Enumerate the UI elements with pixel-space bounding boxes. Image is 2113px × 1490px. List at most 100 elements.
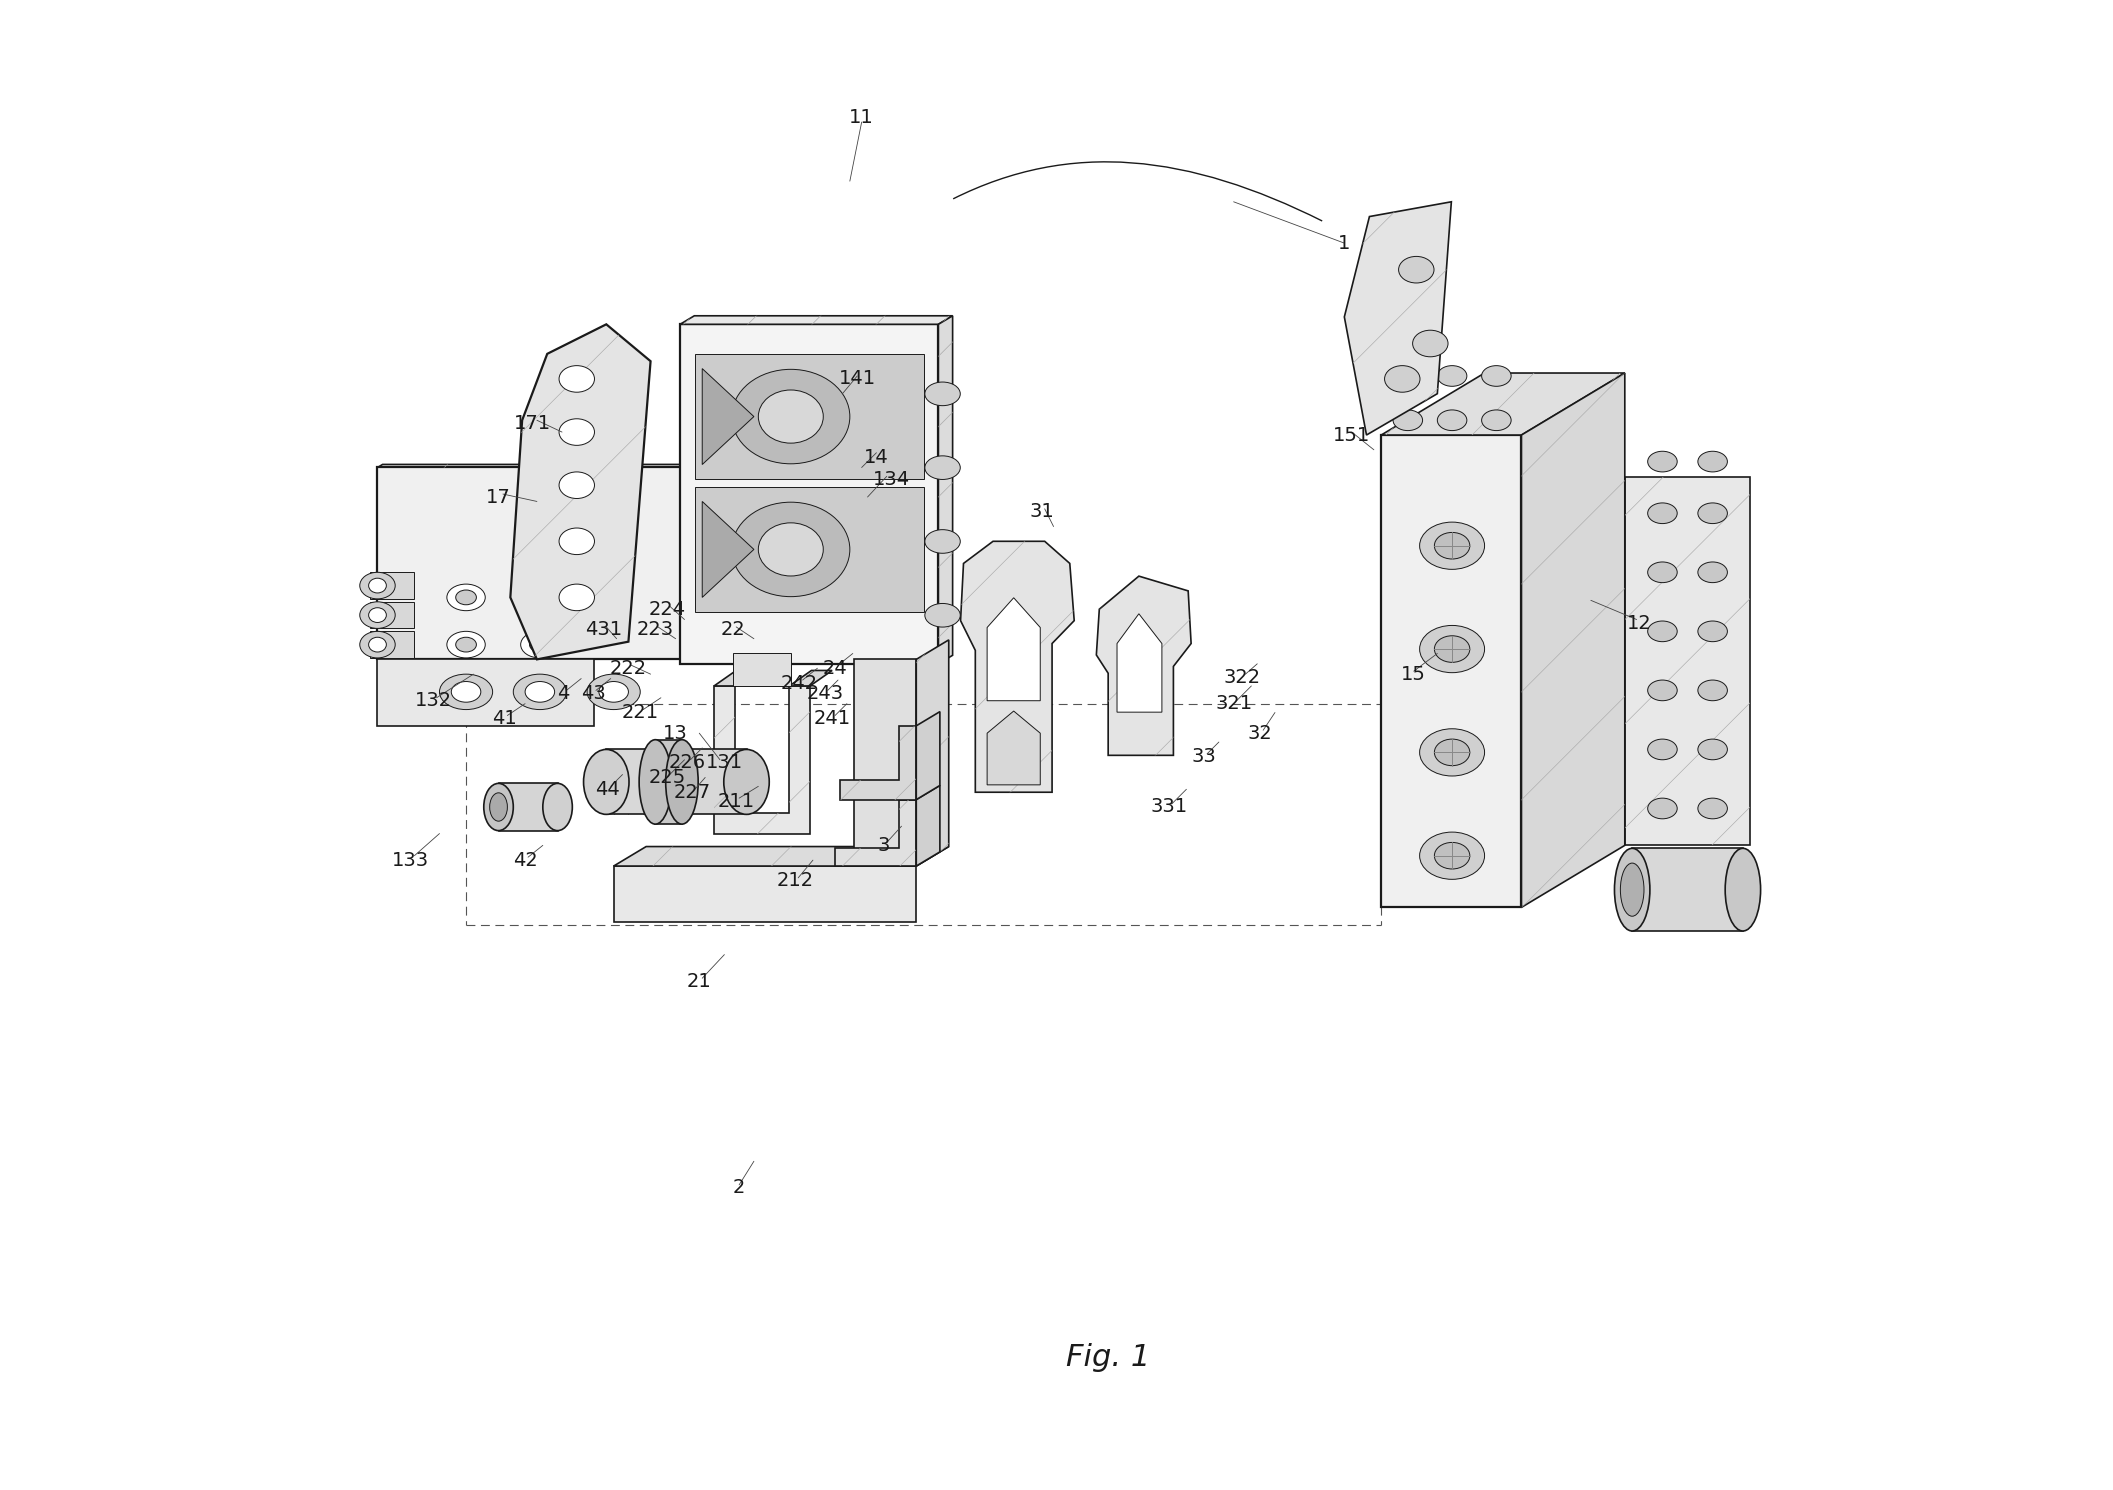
Polygon shape	[613, 846, 949, 866]
Polygon shape	[1625, 477, 1750, 845]
Ellipse shape	[1699, 739, 1728, 760]
Text: 222: 222	[611, 659, 647, 678]
Polygon shape	[1097, 577, 1192, 755]
Ellipse shape	[440, 673, 492, 709]
Ellipse shape	[925, 381, 959, 405]
Ellipse shape	[1420, 626, 1485, 672]
Ellipse shape	[456, 590, 475, 605]
Ellipse shape	[1420, 831, 1485, 879]
Ellipse shape	[925, 456, 959, 480]
Text: 321: 321	[1215, 694, 1253, 714]
Text: 13: 13	[663, 724, 689, 742]
Text: 44: 44	[596, 779, 619, 799]
Ellipse shape	[456, 638, 475, 653]
Polygon shape	[680, 316, 953, 325]
Ellipse shape	[1435, 532, 1471, 559]
Ellipse shape	[1648, 504, 1678, 523]
Polygon shape	[1344, 201, 1452, 435]
Polygon shape	[917, 639, 949, 866]
Text: 223: 223	[636, 620, 674, 639]
Polygon shape	[1382, 435, 1521, 907]
Text: Fig. 1: Fig. 1	[1067, 1342, 1149, 1372]
Polygon shape	[987, 597, 1040, 700]
Text: 17: 17	[486, 487, 511, 507]
Ellipse shape	[1621, 863, 1644, 916]
Text: 43: 43	[581, 684, 606, 703]
Ellipse shape	[587, 673, 640, 709]
Polygon shape	[714, 670, 756, 685]
Polygon shape	[917, 712, 940, 800]
Ellipse shape	[1699, 562, 1728, 583]
Ellipse shape	[1648, 799, 1678, 820]
Ellipse shape	[1699, 679, 1728, 700]
Ellipse shape	[1435, 636, 1471, 663]
Polygon shape	[378, 465, 693, 468]
Polygon shape	[917, 639, 949, 866]
Ellipse shape	[543, 784, 573, 830]
Ellipse shape	[560, 365, 594, 392]
Polygon shape	[835, 800, 917, 866]
Ellipse shape	[1724, 848, 1760, 931]
Text: 212: 212	[778, 872, 814, 891]
Ellipse shape	[359, 632, 395, 659]
Polygon shape	[655, 739, 682, 824]
Polygon shape	[854, 660, 917, 866]
Polygon shape	[733, 654, 790, 685]
Polygon shape	[839, 726, 917, 800]
Polygon shape	[987, 711, 1040, 785]
Polygon shape	[917, 785, 940, 866]
Polygon shape	[714, 685, 809, 833]
Ellipse shape	[1420, 729, 1485, 776]
Polygon shape	[511, 325, 651, 660]
Polygon shape	[938, 316, 953, 665]
Text: 227: 227	[674, 782, 710, 802]
Ellipse shape	[1435, 739, 1471, 766]
Ellipse shape	[1614, 848, 1650, 931]
Ellipse shape	[530, 590, 549, 605]
Ellipse shape	[598, 681, 628, 702]
Polygon shape	[839, 726, 917, 800]
Ellipse shape	[368, 608, 387, 623]
Polygon shape	[370, 632, 414, 659]
Ellipse shape	[1435, 842, 1471, 869]
Polygon shape	[370, 572, 414, 599]
Polygon shape	[790, 670, 833, 685]
Ellipse shape	[560, 527, 594, 554]
Ellipse shape	[1699, 621, 1728, 642]
Ellipse shape	[530, 638, 549, 653]
Ellipse shape	[1437, 410, 1466, 431]
Polygon shape	[961, 541, 1073, 793]
Ellipse shape	[490, 793, 507, 821]
Text: 2: 2	[733, 1179, 746, 1198]
Ellipse shape	[560, 584, 594, 611]
Ellipse shape	[731, 502, 849, 596]
Polygon shape	[1625, 477, 1750, 845]
Ellipse shape	[520, 632, 560, 659]
Polygon shape	[702, 502, 754, 597]
Text: 21: 21	[687, 971, 712, 991]
Ellipse shape	[1648, 621, 1678, 642]
Polygon shape	[695, 487, 923, 612]
Text: 331: 331	[1149, 797, 1188, 817]
Polygon shape	[378, 468, 687, 660]
Text: 211: 211	[718, 791, 754, 811]
Text: 15: 15	[1401, 665, 1426, 684]
Ellipse shape	[368, 578, 387, 593]
Ellipse shape	[446, 632, 486, 659]
Ellipse shape	[1392, 365, 1422, 386]
Ellipse shape	[452, 681, 482, 702]
Ellipse shape	[759, 523, 824, 577]
Ellipse shape	[359, 602, 395, 629]
Ellipse shape	[1481, 365, 1511, 386]
Text: 11: 11	[849, 109, 875, 127]
Ellipse shape	[638, 739, 672, 824]
Polygon shape	[1097, 577, 1192, 755]
Text: 133: 133	[391, 851, 429, 870]
Text: 14: 14	[864, 447, 890, 466]
Text: 225: 225	[649, 767, 685, 787]
Text: 4: 4	[558, 684, 571, 703]
Text: 131: 131	[706, 754, 744, 772]
Polygon shape	[1521, 372, 1625, 907]
Text: 241: 241	[814, 709, 852, 729]
Ellipse shape	[1437, 365, 1466, 386]
